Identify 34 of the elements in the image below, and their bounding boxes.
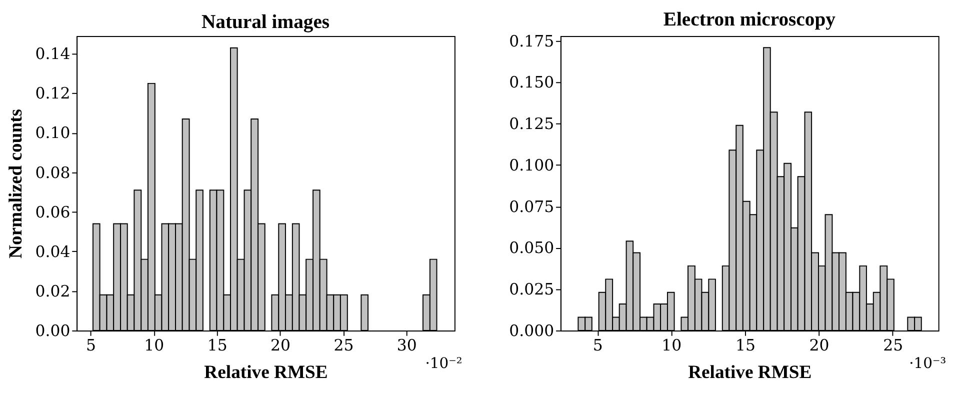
x-tick-label: 15: [207, 336, 228, 355]
y-tick-label: 0.150: [509, 72, 554, 92]
x-tick-label: 20: [270, 336, 291, 355]
y-tick-label: 0.08: [35, 162, 70, 182]
y-tick-label: 0.10: [35, 123, 70, 142]
x-tick-label: 20: [809, 336, 830, 355]
x-tick-label: 10: [144, 336, 164, 355]
y-tick-label: 0.100: [509, 155, 554, 174]
x-tick-label: 25: [883, 336, 904, 355]
x-tick-label: 5: [86, 336, 96, 355]
y-tick-label: 0.075: [509, 196, 554, 216]
y-tick-label: 0.175: [509, 31, 554, 50]
y-tick-label: 0.125: [509, 114, 554, 134]
y-axis-title: Normalized counts: [5, 108, 26, 258]
x-tick-label: 10: [662, 336, 682, 355]
y-tick-label: 0.12: [35, 84, 70, 103]
y-tick-label: 0.14: [35, 44, 70, 64]
y-tick-label: 0.02: [35, 281, 70, 300]
y-tick-label: 0.04: [35, 242, 70, 261]
x-tick-label: 15: [735, 336, 756, 355]
y-tick-label: 0.050: [509, 238, 554, 258]
x-axis-title: Relative RMSE: [688, 362, 812, 384]
y-tick-label: 0.025: [509, 280, 554, 299]
x-tick-label: 25: [334, 336, 354, 355]
text: ·10⁻²: [425, 354, 462, 372]
y-tick-label: 0.000: [509, 320, 554, 340]
x-tick-label: 30: [396, 336, 417, 355]
x-tick-label: 5: [592, 336, 603, 355]
y-tick-label: 0.06: [35, 202, 70, 222]
text: ·10⁻³: [909, 354, 946, 372]
x-axis-title: Relative RMSE: [204, 362, 328, 384]
y-tick-label: 0.00: [35, 320, 70, 340]
chart-title: Electron microscopy: [663, 9, 836, 30]
chart-title: Natural images: [201, 12, 330, 34]
